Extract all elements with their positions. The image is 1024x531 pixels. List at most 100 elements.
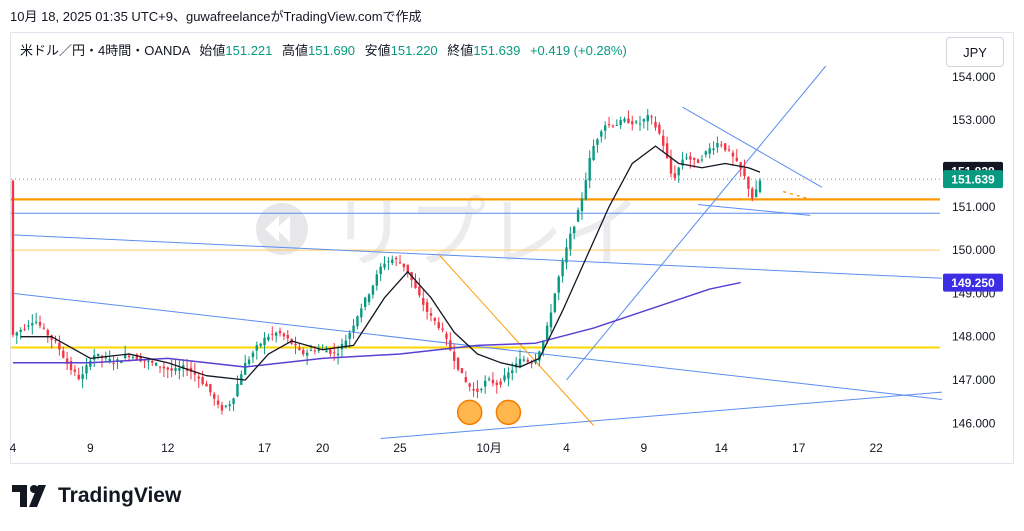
- candle-body: [15, 332, 19, 336]
- candle-body: [174, 368, 177, 371]
- candle-body: [371, 285, 375, 295]
- candle-body: [573, 226, 576, 234]
- candle-body: [116, 359, 119, 362]
- trendline-lower: [12, 292, 942, 401]
- candle-body: [213, 393, 216, 399]
- candle-body: [507, 372, 510, 379]
- candle-body: [646, 115, 649, 122]
- candle-body: [77, 374, 80, 380]
- candle-body: [325, 350, 328, 353]
- low-marker-circle: [495, 399, 522, 426]
- candle-body: [220, 405, 224, 411]
- candle-body: [375, 274, 378, 286]
- candle-body: [73, 369, 77, 372]
- close-value: 151.639: [473, 43, 521, 58]
- candle-body: [236, 384, 239, 397]
- candle-body: [720, 144, 723, 146]
- candle-body: [162, 366, 166, 369]
- candle-body: [735, 157, 738, 161]
- candle-body: [402, 263, 406, 268]
- trendline-channel: [566, 65, 827, 381]
- candle-body: [120, 360, 123, 363]
- candle-body: [189, 367, 193, 372]
- candle-body: [104, 357, 108, 359]
- candle-body: [650, 116, 653, 118]
- x-tick-label: 10月: [476, 441, 501, 455]
- candle-body: [228, 404, 231, 407]
- currency-button[interactable]: JPY: [946, 37, 1004, 67]
- candle-body: [38, 321, 42, 326]
- candle-body: [367, 294, 371, 303]
- candle-body: [480, 389, 483, 391]
- candle-body: [681, 159, 684, 166]
- candle-body: [522, 359, 526, 361]
- candle-body: [596, 139, 599, 145]
- candle-body: [31, 323, 34, 326]
- candle-body: [394, 258, 398, 260]
- candle-body: [282, 333, 286, 337]
- candle-body: [96, 353, 100, 356]
- candle-body: [433, 318, 437, 321]
- projection-dashes: [783, 190, 815, 201]
- x-tick-label: 9: [87, 441, 94, 455]
- candle-body: [499, 381, 502, 385]
- y-tick-label: 148.000: [952, 330, 996, 344]
- candle-body: [642, 119, 646, 122]
- candle-body: [54, 340, 57, 342]
- candle-body: [429, 313, 433, 316]
- candle-body: [154, 362, 158, 366]
- candle-body: [267, 336, 270, 341]
- candle-body: [549, 312, 553, 328]
- candle-body: [565, 247, 568, 263]
- candle-body: [716, 143, 719, 148]
- candle-body: [607, 124, 611, 126]
- candle-body: [700, 159, 704, 161]
- low-value: 151.220: [390, 43, 438, 58]
- y-tick-label: 146.000: [952, 416, 996, 430]
- candle-body: [329, 349, 332, 354]
- candle-body: [352, 325, 355, 332]
- candle-body: [46, 329, 49, 336]
- candle-body: [731, 152, 735, 157]
- x-tick-label: 4: [563, 441, 570, 455]
- candle-body: [704, 151, 708, 155]
- x-tick-label: 14: [715, 441, 729, 455]
- candle-body: [689, 156, 692, 160]
- open-label: 始値: [199, 43, 226, 58]
- candle-body: [553, 293, 557, 313]
- candle-body: [112, 363, 115, 365]
- candle-body: [139, 357, 142, 362]
- candle-body: [278, 330, 282, 334]
- candle-body: [476, 388, 479, 392]
- candle-body: [247, 359, 251, 364]
- candle-body: [464, 377, 468, 382]
- candle-body: [85, 365, 88, 374]
- candle-body: [108, 359, 111, 362]
- tradingview-logo-icon: [12, 485, 46, 507]
- candle-body: [673, 173, 677, 179]
- x-tick-label: 17: [792, 441, 806, 455]
- candle-body: [309, 349, 313, 351]
- price-tag-bg: [943, 273, 1003, 292]
- chart-frame[interactable]: [10, 32, 1014, 464]
- candle-body: [243, 362, 247, 375]
- candle-body: [170, 368, 173, 371]
- candle-body: [147, 360, 150, 362]
- trendline-base: [380, 391, 942, 439]
- candle-body: [530, 362, 533, 364]
- x-tick-label: 20: [316, 441, 330, 455]
- high-label: 高値: [282, 43, 309, 58]
- y-tick-label: 154.000: [952, 70, 996, 84]
- candle-body: [696, 159, 700, 163]
- candle-body: [379, 266, 382, 275]
- candle-body: [178, 368, 181, 371]
- candle-body: [468, 383, 471, 387]
- candle-body: [19, 329, 22, 332]
- candle-body: [305, 352, 309, 356]
- candle-body: [445, 333, 448, 339]
- candle-body: [631, 121, 634, 125]
- candle-body: [518, 359, 522, 368]
- candle-body: [619, 119, 622, 126]
- tradingview-logo: TradingView: [12, 484, 181, 508]
